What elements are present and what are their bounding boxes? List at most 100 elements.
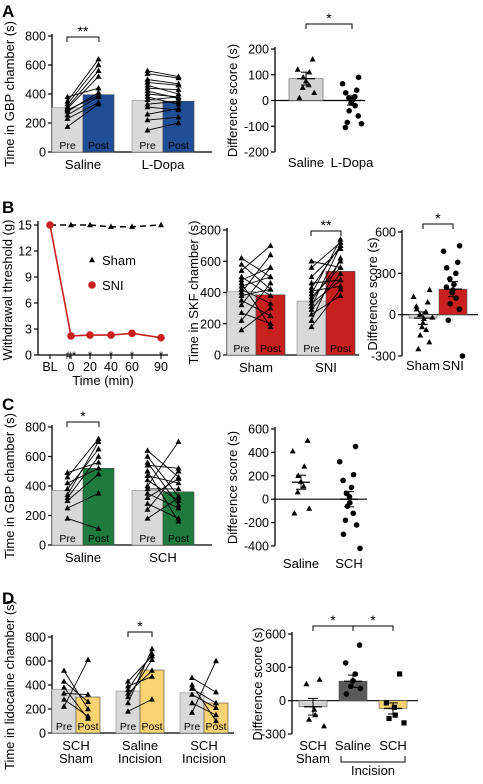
pair-line: [147, 90, 179, 99]
y-tick-label: 0: [214, 349, 221, 363]
pair-point-post: [267, 242, 274, 248]
legend-label-sni: SNI: [102, 278, 124, 293]
pair-point-pre: [308, 264, 315, 270]
pair-point-pre: [238, 301, 245, 308]
panel-letter-a: A: [2, 2, 14, 21]
pair-line: [147, 492, 179, 509]
panel-letter-c: C: [2, 395, 14, 414]
group-label: Sham: [59, 751, 93, 766]
pair-point-post: [95, 490, 102, 496]
pair-point-pre: [189, 699, 195, 706]
data-point: [340, 477, 346, 484]
y-axis-label: Difference score (s): [365, 237, 380, 350]
pair-point-pre: [189, 681, 195, 688]
pair-point-pre: [64, 473, 71, 480]
legend-marker-sham: [89, 256, 95, 263]
pair-point-pre: [61, 690, 67, 696]
y-tick-label: 100: [248, 68, 269, 82]
pair-point-pre: [144, 472, 151, 478]
pair-line: [67, 492, 99, 509]
sig-d1-bracket: [127, 631, 153, 637]
pair-line: [67, 58, 99, 102]
y-tick-label: 400: [25, 480, 46, 494]
bar-label-pre: Pre: [56, 721, 73, 733]
pair-line: [311, 279, 341, 284]
pair-point-post: [175, 465, 182, 471]
pair-point-post: [175, 438, 182, 444]
pair-line: [147, 93, 179, 98]
sig-d2a-label: *: [330, 612, 336, 628]
data-point: [289, 448, 296, 454]
y-tick-label: 400: [25, 679, 46, 693]
pair-point-pre: [238, 261, 245, 267]
y-tick-label: -200: [244, 516, 269, 530]
sig-c1-bracket: [66, 421, 100, 427]
pair-line: [147, 73, 179, 79]
category-label: SCH: [379, 738, 406, 753]
category-label: Saline: [335, 738, 371, 753]
pair-line: [241, 288, 271, 304]
y-tick-label: 600: [25, 59, 46, 73]
bar-label-post: Post: [168, 533, 189, 545]
pair-point-post: [175, 504, 182, 511]
data-point: [305, 81, 312, 88]
annotation: #*: [66, 350, 77, 362]
pair-point-post: [95, 73, 102, 79]
bar-label-pre: Pre: [59, 140, 76, 152]
data-point: [454, 259, 461, 266]
pair-point-post: [337, 276, 344, 283]
pair-line: [147, 116, 179, 121]
y-tick-label: 300: [375, 267, 396, 281]
pair-point-post: [267, 323, 274, 330]
group-label: SCH: [149, 550, 176, 565]
pair-point-post: [85, 705, 91, 712]
y-axis-label: Time in SKF chamber (s): [186, 221, 201, 365]
group-label: SCH: [190, 738, 217, 753]
pair-point-pre: [144, 459, 151, 465]
pair-point-post: [267, 286, 274, 292]
bar-label-post: Post: [260, 343, 281, 355]
data-point: [294, 488, 301, 495]
pair-point-pre: [61, 696, 67, 702]
pair-line: [127, 655, 153, 682]
data-point: [358, 120, 365, 127]
sig-d1-label: *: [137, 618, 143, 634]
pair-line: [63, 692, 89, 696]
data-point: [456, 242, 463, 249]
pair-point-post: [267, 279, 274, 286]
pair-line: [67, 467, 99, 484]
data-point: [336, 458, 343, 465]
y-tick-label: 600: [25, 450, 46, 464]
pair-point-pre: [238, 254, 245, 261]
pair-line: [63, 687, 89, 719]
pair-point-pre: [144, 476, 151, 483]
pair-line: [67, 87, 99, 98]
pair-point-pre: [64, 515, 71, 521]
y-tick-label: 6: [25, 297, 32, 311]
pair-point-pre: [61, 667, 67, 673]
data-point: [352, 102, 358, 109]
pair-point-post: [267, 312, 274, 319]
annotation: *: [88, 350, 93, 362]
sig-b2-label: **: [321, 217, 332, 233]
data-point: [353, 522, 360, 528]
pair-point-pre: [308, 258, 315, 264]
pair-point-pre: [238, 326, 245, 333]
pair-line: [311, 295, 341, 315]
y-tick-label: 800: [25, 421, 46, 435]
pair-point-post: [175, 95, 182, 101]
y-tick-label: 600: [200, 255, 221, 269]
x-tick-label: 60: [125, 360, 139, 374]
sig-a1-label: **: [78, 23, 89, 39]
pair-point-pre: [238, 309, 245, 316]
data-point: [303, 680, 310, 687]
pair-line: [67, 103, 99, 127]
data-point: [291, 510, 298, 516]
pair-point-pre: [308, 306, 315, 312]
pair-line: [241, 299, 271, 317]
pair-point-pre: [144, 67, 151, 73]
category-label: Sham: [296, 751, 330, 766]
pair-point-pre: [64, 98, 71, 104]
data-point: [357, 685, 364, 692]
pair-point-pre: [125, 686, 131, 692]
